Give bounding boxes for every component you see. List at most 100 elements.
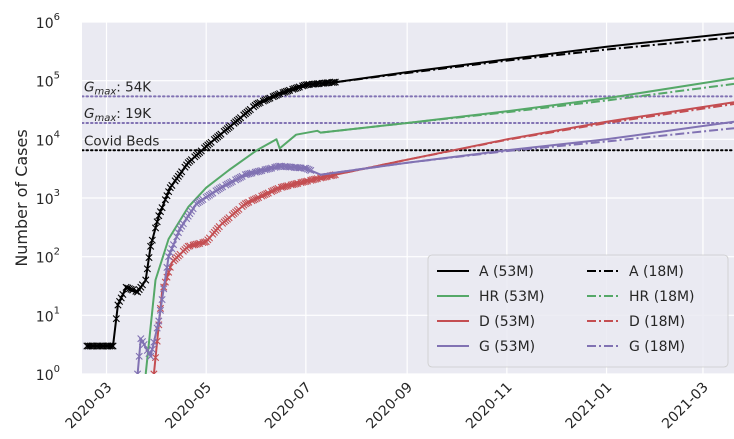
series-line [336,36,734,83]
series-marker [127,285,135,293]
series-marker [153,218,161,226]
series-marker [163,263,171,271]
series-marker [145,253,153,262]
series-marker [307,166,315,175]
series-marker [140,340,148,349]
series-marker [178,168,186,176]
legend-entry-label: HR (18M) [629,289,695,305]
series-marker [143,265,151,273]
series-marker [138,281,147,289]
series-marker [148,236,156,244]
series-marker [135,352,143,360]
series-marker [331,78,339,86]
series-marker [166,249,174,257]
series-marker [274,90,282,99]
series-marker [168,181,176,189]
series-marker [263,190,271,198]
x-tick-label: 2020-07 [262,380,315,433]
series-marker [158,295,166,304]
series-marker [109,342,117,350]
series-marker [147,352,155,360]
series-marker [174,229,182,237]
series-marker [150,370,158,374]
y-tick-label: 106 [36,12,60,32]
series-marker [163,192,171,200]
series-marker [86,342,94,350]
legend-entry-label: A (53M) [479,264,534,280]
series-marker [150,338,158,346]
series-marker [168,245,176,253]
series-marker [142,276,150,284]
reference-line-label: Gmax: 54K [84,79,152,97]
y-axis-label: Number of Cases [12,129,31,266]
series-marker [112,315,120,323]
legend-entry-label: D (18M) [629,314,685,330]
series-marker [294,83,302,92]
series-marker [151,224,160,232]
series-line [320,82,734,134]
series-marker [189,205,197,213]
series-marker [156,306,165,314]
series-marker [209,189,217,197]
series-marker [158,204,166,212]
series-marker [107,342,116,350]
series-marker [155,317,163,325]
legend-entry-label: D (53M) [479,314,535,330]
series-marker [253,194,261,202]
x-tick-label: 2021-01 [563,380,616,433]
series-marker [117,294,125,302]
series-marker [264,95,272,103]
series-marker [133,370,142,374]
x-tick-label: 2020-05 [162,380,215,433]
y-tick-label: 104 [36,129,60,149]
series-marker [155,212,163,220]
series-marker [148,345,156,353]
series-marker [179,220,187,228]
series-line [320,127,734,176]
x-tick-label: 2020-09 [363,380,416,433]
series-marker [147,242,155,250]
series-marker [156,208,165,216]
legend: A (53M) A (18M) HR (53M) HR (18M) D (53M) D (… [427,254,729,368]
legend-entry-label: A (18M) [629,264,684,280]
series-marker [96,342,104,350]
y-tick-label: 102 [36,247,60,267]
y-tick-label: 101 [36,305,60,325]
y-tick-labels: 100 101 102 103 104 105 106 [36,12,60,384]
reference-line-label: Covid Beds [84,133,159,149]
series-marker [305,166,313,174]
reference-line-label: Gmax: 19K [84,106,152,124]
series-marker [165,188,173,196]
series-marker [284,87,292,95]
legend-box [427,254,729,368]
series-marker [254,99,263,107]
x-tick-label: 2020-03 [63,380,116,433]
series-marker [114,301,122,309]
series-group [83,32,734,374]
series-marker [161,196,169,204]
legend-entry-label: HR (53M) [479,289,545,305]
legend-entry-label: G (53M) [479,339,535,355]
y-tick-label: 105 [36,71,60,91]
y-tick-label: 103 [36,188,60,208]
series-marker [243,199,251,207]
series-line [344,103,734,174]
series-marker [119,290,127,298]
series-marker [165,253,173,261]
grid [82,21,734,375]
series-marker [272,185,281,193]
series-marker [106,342,114,350]
series-marker [115,297,124,306]
series-marker [160,285,168,293]
series-marker [153,324,161,332]
x-tick-label: 2021-03 [659,380,712,433]
legend-entry-label: G (18M) [629,339,685,355]
x-tick-labels: 2020-03 2020-05 2020-07 2020-09 2020-11 2021-… [63,380,712,433]
y-tick-label: 100 [36,364,60,384]
series-marker [199,195,207,204]
x-tick-label: 2020-11 [463,380,516,433]
series-marker [173,233,181,241]
series-marker [330,78,338,86]
series-marker [169,241,178,249]
